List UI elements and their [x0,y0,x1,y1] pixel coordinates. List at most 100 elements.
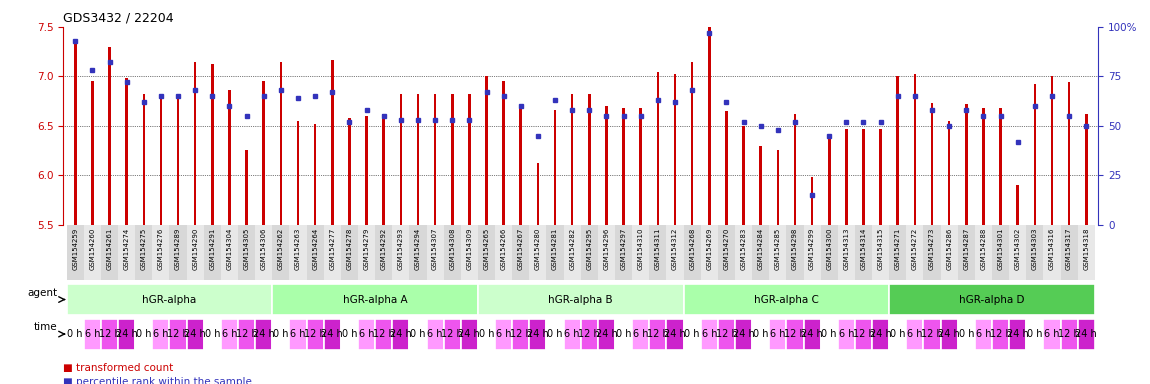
Text: 24 h: 24 h [390,329,412,339]
Text: 6 h: 6 h [85,329,100,339]
FancyBboxPatch shape [854,319,872,349]
FancyBboxPatch shape [958,225,975,280]
Text: 6 h: 6 h [632,329,649,339]
FancyBboxPatch shape [906,225,923,280]
Text: 12 h: 12 h [1058,329,1080,339]
Text: GSM154293: GSM154293 [398,227,404,270]
Text: GSM154304: GSM154304 [227,227,232,270]
FancyBboxPatch shape [478,284,683,315]
Text: GSM154275: GSM154275 [140,227,147,270]
Bar [691,63,693,225]
FancyBboxPatch shape [427,225,444,280]
FancyBboxPatch shape [186,225,204,280]
FancyBboxPatch shape [992,225,1010,280]
Bar [948,121,950,225]
FancyBboxPatch shape [804,225,821,280]
Text: 24 h: 24 h [869,329,891,339]
Text: GSM154260: GSM154260 [90,227,95,270]
FancyBboxPatch shape [101,225,118,280]
FancyBboxPatch shape [787,225,804,280]
FancyBboxPatch shape [735,319,752,349]
Bar [605,106,607,225]
Text: 6 h: 6 h [359,329,374,339]
Text: 6 h: 6 h [907,329,922,339]
FancyBboxPatch shape [273,225,290,280]
FancyBboxPatch shape [906,319,923,349]
FancyBboxPatch shape [1026,319,1043,349]
Text: GSM154307: GSM154307 [432,227,438,270]
Bar [759,146,762,225]
Text: 0 h: 0 h [1027,329,1043,339]
Text: 0 h: 0 h [136,329,152,339]
Text: 0 h: 0 h [684,329,700,339]
Bar [1051,76,1053,225]
FancyBboxPatch shape [186,319,204,349]
FancyBboxPatch shape [118,225,136,280]
FancyBboxPatch shape [1010,319,1026,349]
Text: 24 h: 24 h [321,329,343,339]
Text: hGR-alpha B: hGR-alpha B [549,295,613,305]
Text: 24 h: 24 h [116,329,138,339]
FancyBboxPatch shape [1026,225,1043,280]
Bar [1068,82,1071,225]
Bar [503,81,505,225]
FancyBboxPatch shape [718,225,735,280]
Text: GSM154285: GSM154285 [775,227,781,270]
Bar [897,76,899,225]
Bar [965,104,967,225]
FancyBboxPatch shape [358,319,375,349]
Text: hGR-alpha A: hGR-alpha A [343,295,407,305]
FancyBboxPatch shape [512,319,529,349]
FancyBboxPatch shape [307,225,323,280]
Text: GSM154269: GSM154269 [706,227,712,270]
Text: GSM154302: GSM154302 [1014,227,1021,270]
FancyBboxPatch shape [598,225,615,280]
Text: GSM154270: GSM154270 [723,227,729,270]
FancyBboxPatch shape [632,225,650,280]
FancyBboxPatch shape [392,225,409,280]
Text: GSM154262: GSM154262 [278,227,284,270]
Bar [297,121,299,225]
Bar [1034,84,1036,225]
FancyBboxPatch shape [409,319,427,349]
Text: 12 h: 12 h [852,329,874,339]
Text: 24 h: 24 h [184,329,206,339]
FancyBboxPatch shape [84,319,101,349]
Bar [1084,114,1088,225]
Text: GSM154259: GSM154259 [72,227,78,270]
Text: 6 h: 6 h [290,329,306,339]
Text: 24 h: 24 h [802,329,823,339]
Text: GSM154298: GSM154298 [792,227,798,270]
Text: 12 h: 12 h [442,329,463,339]
FancyBboxPatch shape [615,319,632,349]
FancyBboxPatch shape [923,319,941,349]
Text: 0 h: 0 h [890,329,905,339]
FancyBboxPatch shape [238,225,255,280]
Bar [674,74,676,225]
FancyBboxPatch shape [632,319,650,349]
FancyBboxPatch shape [340,319,358,349]
FancyBboxPatch shape [564,319,581,349]
Bar [74,39,77,225]
Text: GSM154297: GSM154297 [621,227,627,270]
Bar [279,63,282,225]
FancyBboxPatch shape [427,319,444,349]
FancyBboxPatch shape [667,319,683,349]
Bar [416,94,420,225]
Text: 0 h: 0 h [273,329,289,339]
Text: GSM154312: GSM154312 [672,227,678,270]
Text: GSM154311: GSM154311 [654,227,661,270]
Bar [828,136,830,225]
FancyBboxPatch shape [1060,319,1078,349]
Text: GSM154286: GSM154286 [946,227,952,270]
FancyBboxPatch shape [889,225,906,280]
Text: GSM154294: GSM154294 [415,227,421,270]
Bar [399,94,402,225]
FancyBboxPatch shape [700,319,718,349]
Text: 12 h: 12 h [509,329,531,339]
FancyBboxPatch shape [1078,225,1095,280]
FancyBboxPatch shape [323,319,340,349]
FancyBboxPatch shape [650,319,667,349]
FancyBboxPatch shape [581,319,598,349]
FancyBboxPatch shape [872,319,889,349]
